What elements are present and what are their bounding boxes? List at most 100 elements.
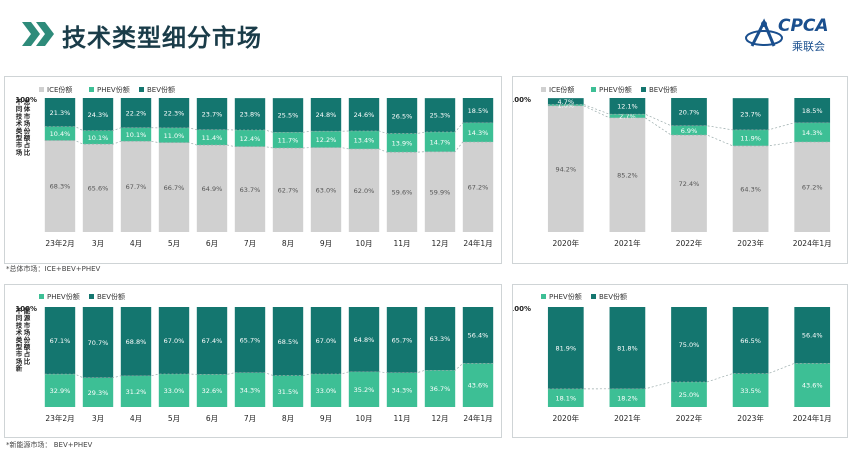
bar-segment-ice — [424, 151, 456, 232]
data-label-bev: 66.5% — [740, 337, 761, 345]
data-label-phev: 25.0% — [679, 391, 700, 399]
x-tick-label: 2024年1月 — [793, 238, 832, 248]
data-label-ice: 62.0% — [354, 187, 375, 195]
data-label-phev: 11.7% — [278, 137, 299, 145]
x-tick-label: 9月 — [320, 414, 332, 423]
bar-segment-bev — [424, 98, 456, 133]
legend-label-phev: PHEV份额 — [47, 292, 80, 301]
svg-text:场: 场 — [24, 328, 31, 337]
x-tick-label: 10月 — [355, 414, 372, 423]
svg-text:技: 技 — [16, 111, 23, 120]
bar-segment-bev — [671, 98, 707, 126]
connector-line — [44, 140, 494, 153]
connector-line — [44, 363, 494, 379]
svg-text:术: 术 — [15, 328, 23, 337]
data-label-ice: 63.0% — [316, 186, 337, 194]
bar-segment-bev — [386, 98, 418, 134]
data-label-bev: 24.8% — [316, 111, 337, 119]
bar-segment-phev — [310, 374, 342, 407]
svg-text:源: 源 — [24, 313, 31, 322]
data-label-phev: 18.1% — [555, 394, 576, 402]
data-label-bev: 67.1% — [50, 337, 71, 345]
svg-text:型: 型 — [16, 342, 23, 351]
bar-segment-bev — [120, 98, 152, 128]
data-label-ice: 62.7% — [278, 186, 299, 194]
data-label-bev: 24.3% — [88, 111, 109, 119]
data-label-phev: 31.5% — [278, 388, 299, 396]
legend-label-bev: BEV份额 — [649, 85, 677, 94]
bar-segment-phev — [609, 114, 646, 118]
note-total-market: *总体市场：ICE+BEV+PHEV — [6, 265, 101, 273]
data-label-phev: 43.6% — [802, 382, 823, 390]
svg-text:比: 比 — [24, 356, 31, 365]
legend-swatch-phev — [591, 87, 596, 92]
x-tick-label: 7月 — [244, 414, 256, 423]
bar-segment-phev — [671, 382, 707, 407]
bar-segment-ice — [120, 141, 152, 232]
svg-text:场: 场 — [16, 356, 23, 365]
x-tick-label: 4月 — [130, 239, 142, 248]
data-label-ice: 59.9% — [430, 188, 451, 196]
data-label-phev: 2.7% — [619, 113, 636, 121]
bar-segment-ice — [609, 117, 646, 232]
chart-total-monthly: ICE份额 PHEV份额 BEV份额100%不同技术类型市场总体市场份额占比68.3… — [15, 85, 494, 248]
legend-swatch-bev — [139, 87, 144, 92]
data-label-phev: 36.7% — [430, 385, 451, 393]
bar-segment-phev — [44, 374, 76, 407]
legend-swatch-bev — [89, 294, 94, 299]
svg-text:市: 市 — [24, 320, 31, 329]
x-tick-label: 24年1月 — [463, 413, 492, 423]
page-title: 技术类型细分市场 — [62, 24, 262, 52]
legend-label-phev: PHEV份额 — [97, 85, 130, 94]
bar-segment-ice — [732, 145, 769, 232]
header-bar: 技术类型细分市场 CPCA 乘联会 — [0, 0, 852, 62]
legend-label-phev: PHEV份额 — [549, 292, 582, 301]
bar-segment-phev — [732, 373, 769, 407]
data-label-phev: 14.7% — [430, 138, 451, 146]
legend-label-bev: BEV份额 — [147, 85, 175, 94]
data-label-ice: 63.7% — [240, 186, 261, 194]
bar-segment-bev — [732, 307, 769, 374]
x-tick-label: 11月 — [393, 414, 410, 423]
x-tick-label: 7月 — [244, 239, 256, 248]
bar-segment-phev — [794, 363, 831, 407]
bar-segment-bev — [609, 98, 646, 115]
data-label-bev: 75.0% — [679, 341, 700, 349]
x-tick-label: 11月 — [393, 239, 410, 248]
bar-segment-phev — [234, 372, 266, 407]
bar-segment-bev — [794, 98, 831, 123]
data-label-phev: 33.0% — [316, 387, 337, 395]
data-label-phev: 31.2% — [126, 388, 147, 396]
x-tick-label: 12月 — [431, 414, 448, 423]
x-tick-label: 3月 — [92, 414, 104, 423]
data-label-bev: 70.7% — [88, 339, 109, 347]
bar-segment-bev — [386, 307, 418, 373]
bar-segment-ice — [44, 140, 76, 232]
data-label-bev: 26.5% — [392, 112, 413, 120]
x-tick-label: 2023年 — [737, 413, 764, 423]
data-label-bev: 67.0% — [316, 337, 337, 345]
bar-segment-ice — [234, 146, 266, 232]
svg-text:占: 占 — [24, 140, 31, 149]
data-label-ice: 94.2% — [555, 165, 576, 173]
svg-text:术: 术 — [15, 119, 23, 128]
bar-segment-phev — [386, 133, 418, 153]
bar-segment-ice — [348, 148, 380, 232]
data-label-phev: 18.2% — [617, 394, 638, 402]
x-tick-label: 2022年 — [676, 238, 703, 248]
svg-text:市: 市 — [24, 111, 31, 120]
svg-text:同: 同 — [16, 105, 23, 113]
x-tick-label: 8月 — [282, 414, 294, 423]
x-tick-label: 23年2月 — [45, 413, 74, 423]
double-chevron-icon — [22, 22, 54, 46]
bar-segment-bev — [272, 98, 304, 133]
bar-segment-bev — [462, 307, 494, 364]
svg-text:不: 不 — [16, 98, 23, 106]
bar-segment-bev — [424, 307, 456, 371]
data-label-ice: 67.7% — [126, 183, 147, 191]
svg-text:类: 类 — [16, 126, 23, 135]
chart-nev-yearly: PHEV份额 BEV份额 100% 18.1% 81.9% 2020年 18.2% 81.8%… — [509, 292, 831, 423]
bar-segment-phev — [82, 130, 114, 145]
bar-segment-bev — [310, 98, 342, 132]
bar-segment-phev — [424, 132, 456, 152]
